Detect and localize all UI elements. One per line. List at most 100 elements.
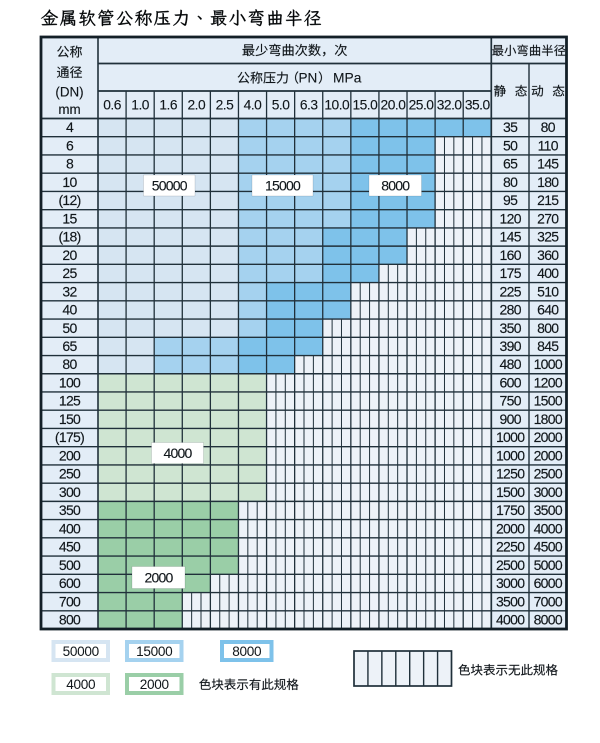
- svg-text:6000: 6000: [534, 575, 563, 591]
- svg-text:500: 500: [59, 557, 81, 573]
- svg-text:1500: 1500: [496, 484, 525, 500]
- svg-text:32.0: 32.0: [437, 98, 463, 113]
- svg-text:3500: 3500: [496, 593, 525, 609]
- svg-text:1000: 1000: [534, 356, 563, 372]
- svg-text:480: 480: [500, 356, 522, 372]
- svg-text:360: 360: [537, 247, 559, 263]
- svg-text:200: 200: [59, 447, 81, 463]
- svg-text:2500: 2500: [496, 557, 525, 573]
- svg-text:3000: 3000: [534, 484, 563, 500]
- svg-text:150: 150: [59, 411, 81, 427]
- svg-text:95: 95: [503, 192, 518, 208]
- svg-text:2000: 2000: [145, 570, 174, 586]
- svg-text:145: 145: [537, 156, 559, 172]
- svg-text:2250: 2250: [496, 539, 525, 555]
- svg-text:2000: 2000: [140, 677, 170, 692]
- svg-text:700: 700: [59, 593, 81, 609]
- svg-text:10.0: 10.0: [324, 98, 350, 113]
- svg-text:8000: 8000: [232, 644, 262, 659]
- svg-text:120: 120: [500, 210, 522, 226]
- svg-text:1.0: 1.0: [131, 98, 150, 113]
- svg-text:390: 390: [500, 338, 522, 354]
- svg-text:400: 400: [537, 265, 559, 281]
- svg-text:800: 800: [59, 611, 81, 627]
- svg-text:8000: 8000: [381, 178, 410, 194]
- svg-text:35: 35: [503, 119, 518, 135]
- svg-text:10: 10: [62, 174, 77, 190]
- svg-text:1800: 1800: [534, 411, 563, 427]
- svg-text:15: 15: [62, 210, 77, 226]
- svg-text:5000: 5000: [534, 557, 563, 573]
- svg-text:845: 845: [537, 338, 559, 354]
- svg-text:4000: 4000: [496, 611, 525, 627]
- svg-text:325: 325: [537, 229, 559, 245]
- svg-text:350: 350: [59, 502, 81, 518]
- svg-text:2.0: 2.0: [187, 98, 206, 113]
- svg-text:450: 450: [59, 539, 81, 555]
- svg-text:1200: 1200: [534, 374, 563, 390]
- svg-text:1000: 1000: [496, 447, 525, 463]
- svg-text:160: 160: [500, 247, 522, 263]
- svg-text:50000: 50000: [63, 644, 100, 659]
- svg-text:350: 350: [500, 320, 522, 336]
- svg-text:80: 80: [503, 174, 518, 190]
- svg-text:(175): (175): [55, 429, 84, 445]
- svg-text:20: 20: [62, 247, 77, 263]
- svg-text:25: 25: [62, 265, 77, 281]
- svg-text:225: 225: [500, 283, 522, 299]
- svg-text:4.0: 4.0: [244, 98, 263, 113]
- svg-text:15000: 15000: [136, 644, 173, 659]
- svg-text:250: 250: [59, 466, 81, 482]
- svg-text:25.0: 25.0: [409, 98, 435, 113]
- svg-text:1000: 1000: [496, 429, 525, 445]
- svg-text:180: 180: [537, 174, 559, 190]
- svg-text:5.0: 5.0: [272, 98, 291, 113]
- svg-text:800: 800: [537, 320, 559, 336]
- svg-text:4000: 4000: [534, 520, 563, 536]
- svg-text:40: 40: [62, 302, 77, 318]
- svg-text:6.3: 6.3: [300, 98, 319, 113]
- svg-text:100: 100: [59, 374, 81, 390]
- svg-text:640: 640: [537, 302, 559, 318]
- svg-text:2.5: 2.5: [216, 98, 235, 113]
- svg-text:8: 8: [66, 156, 74, 172]
- svg-text:125: 125: [59, 393, 81, 409]
- svg-text:3000: 3000: [496, 575, 525, 591]
- svg-text:(12): (12): [58, 192, 80, 208]
- svg-text:1500: 1500: [534, 393, 563, 409]
- svg-text:mm: mm: [58, 102, 80, 117]
- svg-text:8000: 8000: [534, 611, 563, 627]
- svg-text:20.0: 20.0: [381, 98, 407, 113]
- svg-text:(DN): (DN): [55, 85, 83, 100]
- svg-text:MPa: MPa: [333, 71, 362, 86]
- svg-text:4000: 4000: [164, 445, 193, 461]
- svg-text:4000: 4000: [66, 677, 96, 692]
- svg-text:4: 4: [66, 119, 74, 135]
- svg-text:270: 270: [537, 210, 559, 226]
- svg-text:2000: 2000: [534, 447, 563, 463]
- svg-text:50: 50: [503, 137, 518, 153]
- svg-text:110: 110: [538, 137, 559, 153]
- svg-text:80: 80: [541, 119, 556, 135]
- svg-text:32: 32: [62, 283, 77, 299]
- svg-text:50000: 50000: [152, 178, 188, 194]
- svg-text:2500: 2500: [534, 466, 563, 482]
- svg-text:65: 65: [62, 338, 77, 354]
- svg-text:7000: 7000: [534, 593, 563, 609]
- svg-text:(18): (18): [58, 229, 80, 245]
- svg-text:900: 900: [500, 411, 522, 427]
- svg-text:175: 175: [500, 265, 522, 281]
- svg-text:4500: 4500: [534, 539, 563, 555]
- svg-text:300: 300: [59, 484, 81, 500]
- svg-text:15000: 15000: [265, 178, 301, 194]
- svg-text:2000: 2000: [534, 429, 563, 445]
- svg-text:510: 510: [537, 283, 559, 299]
- svg-text:50: 50: [62, 320, 77, 336]
- svg-text:1750: 1750: [496, 502, 525, 518]
- svg-text:215: 215: [537, 192, 559, 208]
- svg-text:600: 600: [59, 575, 81, 591]
- svg-text:35.0: 35.0: [465, 98, 491, 113]
- svg-text:280: 280: [500, 302, 522, 318]
- svg-text:65: 65: [503, 156, 518, 172]
- svg-text:145: 145: [500, 229, 522, 245]
